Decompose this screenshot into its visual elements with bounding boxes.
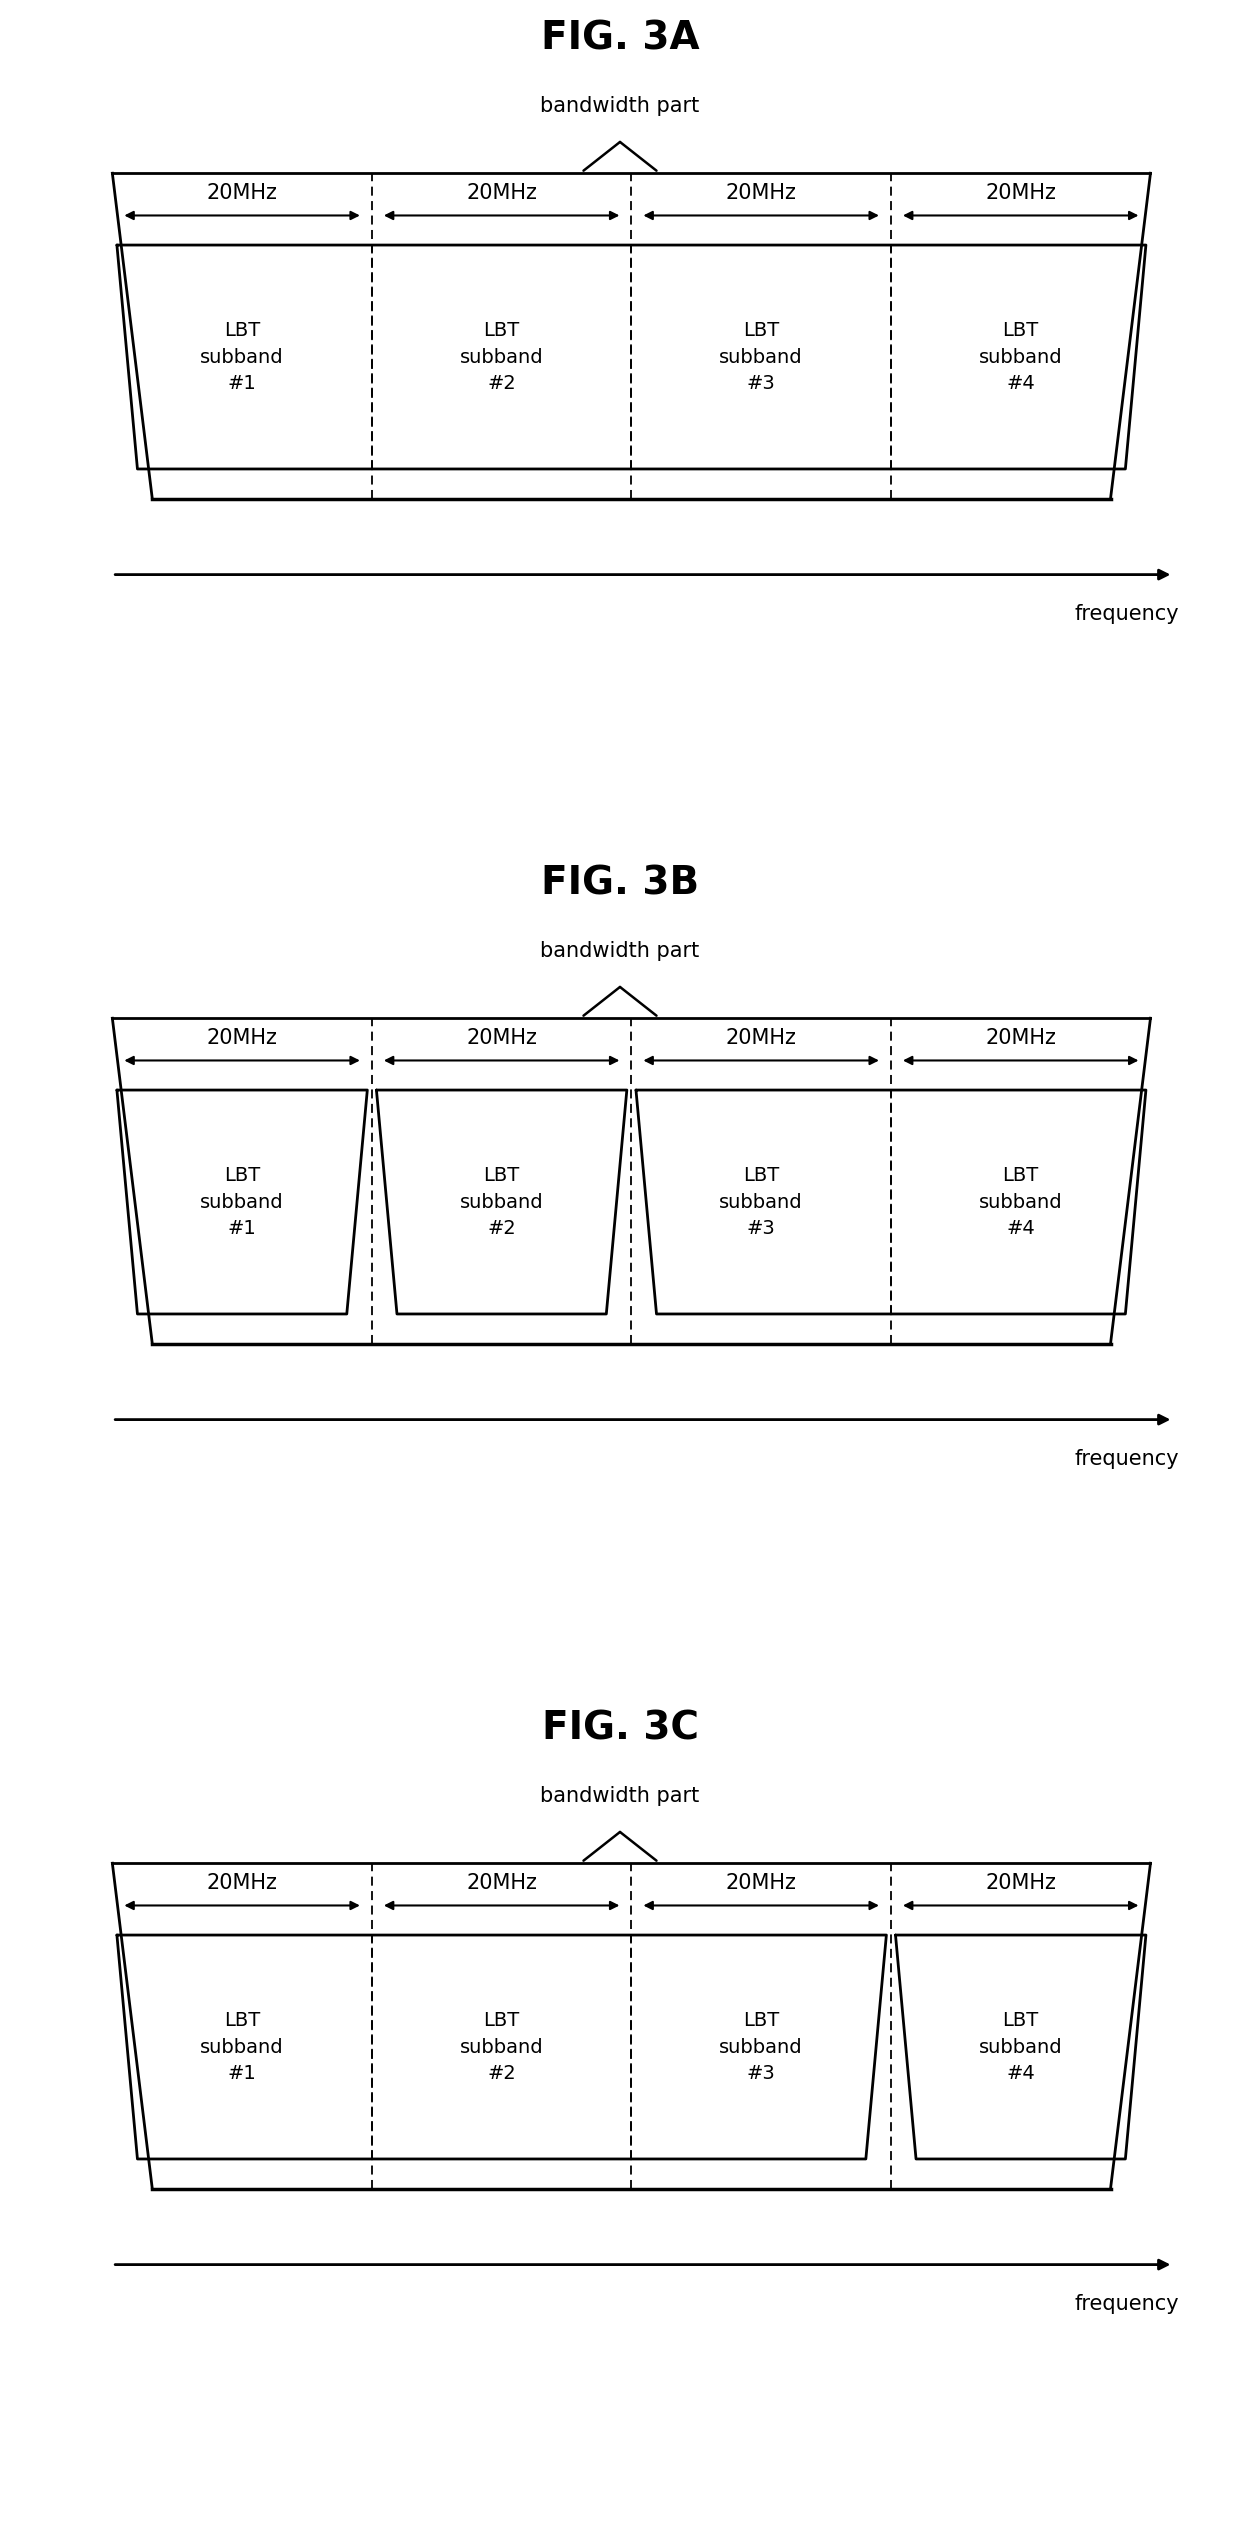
Text: 20MHz: 20MHz	[986, 1873, 1056, 1894]
Text: LBT
subband
#4: LBT subband #4	[978, 2010, 1063, 2084]
Text: FIG. 3B: FIG. 3B	[541, 864, 699, 902]
Text: 20MHz: 20MHz	[986, 1027, 1056, 1047]
Text: frequency: frequency	[1074, 603, 1179, 624]
Text: 20MHz: 20MHz	[986, 183, 1056, 203]
Text: 20MHz: 20MHz	[207, 1873, 278, 1894]
Text: bandwidth part: bandwidth part	[541, 1785, 699, 1805]
Text: LBT
subband
#4: LBT subband #4	[978, 1166, 1063, 1237]
Text: frequency: frequency	[1074, 2294, 1179, 2314]
Text: 20MHz: 20MHz	[466, 1027, 537, 1047]
Text: LBT
subband
#2: LBT subband #2	[460, 2010, 543, 2084]
Text: 20MHz: 20MHz	[725, 1027, 796, 1047]
Text: 20MHz: 20MHz	[207, 1027, 278, 1047]
Text: 20MHz: 20MHz	[466, 183, 537, 203]
Text: 20MHz: 20MHz	[207, 183, 278, 203]
Text: bandwidth part: bandwidth part	[541, 940, 699, 961]
Text: 20MHz: 20MHz	[725, 183, 796, 203]
Text: bandwidth part: bandwidth part	[541, 96, 699, 117]
Text: FIG. 3A: FIG. 3A	[541, 20, 699, 56]
Text: 20MHz: 20MHz	[466, 1873, 537, 1894]
Text: LBT
subband
#1: LBT subband #1	[201, 322, 284, 393]
Text: FIG. 3C: FIG. 3C	[542, 1709, 698, 1747]
Text: frequency: frequency	[1074, 1450, 1179, 1470]
Text: 20MHz: 20MHz	[725, 1873, 796, 1894]
Text: LBT
subband
#1: LBT subband #1	[201, 2010, 284, 2084]
Text: LBT
subband
#1: LBT subband #1	[201, 1166, 284, 1237]
Text: LBT
subband
#3: LBT subband #3	[719, 2010, 804, 2084]
Text: LBT
subband
#3: LBT subband #3	[719, 322, 804, 393]
Text: LBT
subband
#4: LBT subband #4	[978, 322, 1063, 393]
Text: LBT
subband
#2: LBT subband #2	[460, 322, 543, 393]
Text: LBT
subband
#2: LBT subband #2	[460, 1166, 543, 1237]
Text: LBT
subband
#3: LBT subband #3	[719, 1166, 804, 1237]
